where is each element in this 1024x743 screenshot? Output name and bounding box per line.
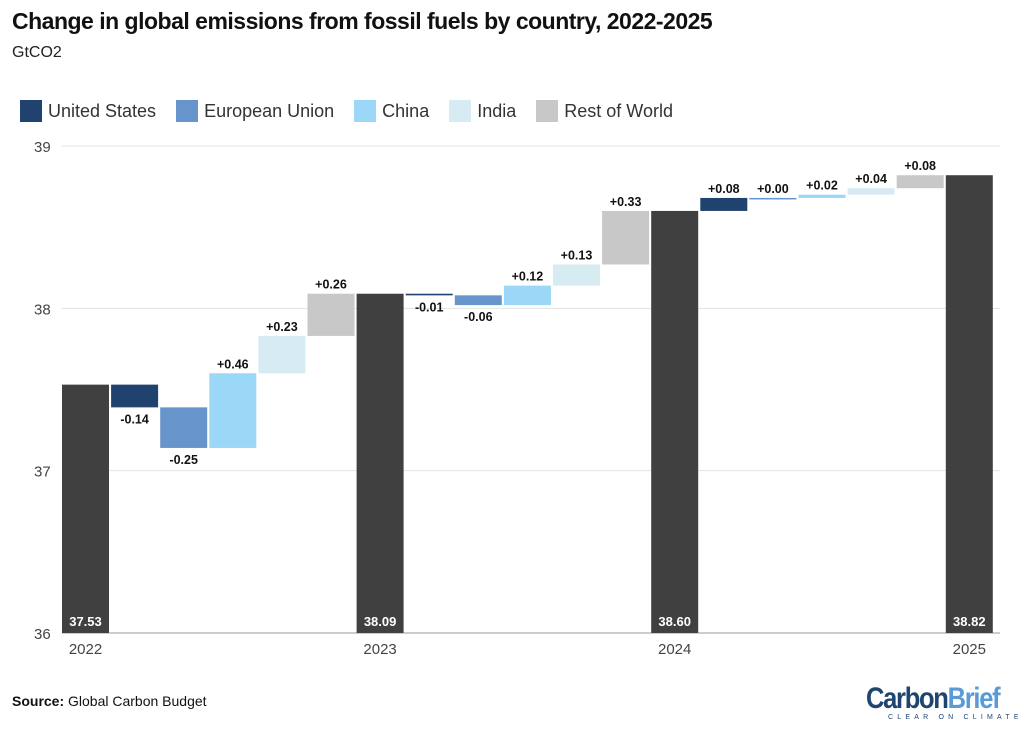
change-bar	[602, 210, 650, 265]
change-value-label: +0.02	[806, 179, 838, 193]
change-bar	[405, 293, 453, 296]
legend-swatch	[176, 100, 199, 122]
change-value-label: -0.01	[415, 300, 444, 314]
legend-label: United States	[48, 100, 157, 121]
legend-label: India	[477, 100, 517, 121]
change-bar	[209, 373, 257, 448]
change-value-label: +0.12	[512, 270, 544, 284]
legend-swatch	[536, 100, 559, 122]
legend-item: China	[354, 100, 429, 122]
change-value-label: -0.06	[464, 310, 493, 324]
change-bar	[454, 295, 502, 306]
change-value-label: +0.04	[855, 172, 887, 186]
source-label: Source:	[12, 693, 65, 709]
total-bar	[651, 210, 699, 633]
logo-part1: Carbon	[866, 682, 949, 715]
total-bar	[945, 175, 993, 633]
change-value-label: +0.23	[266, 320, 298, 334]
change-value-label: +0.46	[217, 357, 249, 371]
carbonbrief-logo: CarbonBrief CLEAR ON CLIMATE	[866, 682, 1023, 722]
legend-item: European Union	[176, 100, 334, 122]
legend-swatch	[20, 100, 42, 122]
x-tick-label: 2024	[658, 641, 691, 658]
y-tick-label: 39	[34, 139, 51, 156]
change-bar	[896, 175, 944, 189]
change-value-label: +0.00	[757, 182, 789, 196]
legend-swatch	[449, 100, 472, 122]
change-bar	[700, 197, 748, 211]
total-value-label: 38.82	[953, 614, 986, 629]
y-tick-label: 38	[34, 301, 51, 318]
logo-tagline: CLEAR ON CLIMATE	[888, 714, 1023, 721]
change-value-label: +0.08	[904, 159, 936, 173]
total-bar	[62, 384, 109, 633]
legend-label: China	[382, 100, 430, 121]
y-tick-label: 36	[34, 626, 51, 643]
source-text: Global Carbon Budget	[68, 693, 207, 709]
change-bar	[798, 194, 846, 198]
change-bar	[847, 188, 895, 195]
change-bar	[307, 293, 355, 336]
x-tick-label: 2022	[69, 641, 102, 658]
logo-part2: Brief	[947, 682, 1001, 715]
change-value-label: -0.14	[120, 412, 149, 426]
change-value-label: +0.08	[708, 182, 740, 196]
legend-item: Rest of World	[536, 100, 673, 122]
change-value-label: +0.33	[610, 195, 642, 209]
change-value-label: +0.13	[561, 249, 593, 263]
total-value-label: 38.60	[658, 614, 691, 629]
chart-subtitle: GtCO2	[12, 44, 62, 61]
chart-title: Change in global emissions from fossil f…	[12, 8, 713, 34]
x-tick-label: 2023	[363, 641, 396, 658]
x-tick-label: 2025	[953, 641, 986, 658]
total-bar	[356, 293, 404, 633]
total-value-label: 37.53	[69, 614, 102, 629]
legend: United States European Union China India Res…	[20, 100, 673, 122]
legend-label: European Union	[204, 100, 335, 121]
legend-swatch	[354, 100, 377, 122]
total-value-label: 38.09	[364, 614, 397, 629]
change-bar	[258, 335, 306, 374]
legend-item: United States	[20, 100, 156, 122]
source: Source: Global Carbon Budget	[12, 693, 207, 709]
legend-label: Rest of World	[564, 100, 673, 121]
change-bar	[160, 407, 208, 448]
legend-item: India	[449, 100, 516, 122]
change-bar	[111, 384, 159, 408]
change-value-label: -0.25	[169, 453, 198, 467]
change-bar	[749, 197, 797, 200]
change-bar	[553, 264, 600, 286]
change-value-label: +0.26	[315, 278, 347, 292]
change-bar	[503, 285, 551, 306]
y-tick-label: 37	[34, 464, 51, 481]
